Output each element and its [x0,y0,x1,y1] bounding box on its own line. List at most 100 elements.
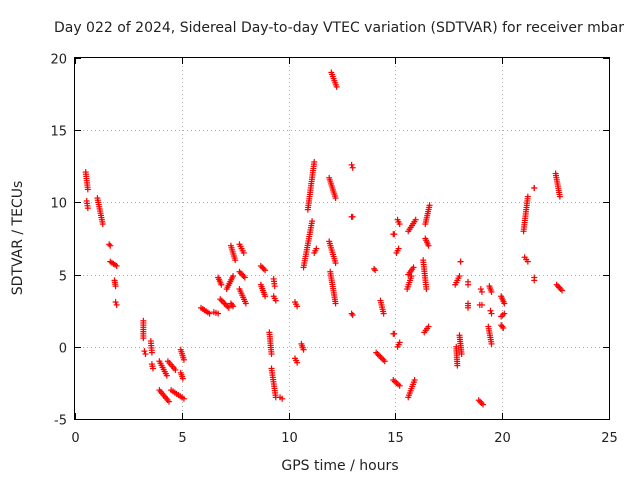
data-point [411,377,418,384]
data-point [376,352,383,359]
y-tick-label: 5 [59,270,67,285]
x-axis-label: GPS time / hours [281,458,398,474]
data-point [531,184,538,191]
data-point [456,273,463,280]
data-point [113,301,120,308]
data-point [215,310,222,317]
data-point [559,287,566,294]
data-point [311,158,318,165]
data-point [465,304,472,311]
data-point [230,273,237,280]
data-point [488,340,495,347]
data-point [259,264,266,271]
data-point [228,301,235,308]
data-point [377,353,384,360]
data-point [257,262,264,269]
data-point [84,205,91,212]
data-point [84,186,91,193]
data-point [230,303,237,310]
data-point [311,249,318,256]
data-point [172,366,179,373]
data-point [262,293,269,300]
data-point [380,310,387,317]
x-tick-label: 5 [178,431,186,446]
data-point [348,310,355,317]
data-point [348,161,355,168]
data-point [222,301,229,308]
data-point [391,330,398,337]
data-point [332,260,339,267]
data-point [380,356,387,363]
data-point [179,375,186,382]
data-point [141,348,148,355]
data-point [349,312,356,319]
data-point [396,339,403,346]
axis-ticks [75,58,610,420]
data-point [106,241,113,248]
data-point [99,221,106,228]
data-point [478,288,485,295]
data-point [224,303,231,310]
data-point [113,262,120,269]
data-point [478,400,485,407]
data-point [412,216,419,223]
data-point [501,300,508,307]
data-points [82,69,566,408]
data-point [478,301,485,308]
y-tick-label: -5 [54,414,67,429]
data-point [300,346,307,353]
y-tick-label: 15 [50,125,67,140]
data-point [333,83,340,90]
data-point [180,356,187,363]
y-axis-label: SDTVAR / TECUs [10,181,26,296]
plot-frame [74,57,610,420]
data-point [260,265,267,272]
y-tick-label: 10 [50,197,67,212]
data-point [372,267,379,274]
data-point [221,300,228,307]
data-point [408,273,415,280]
data-point [220,299,227,306]
data-point [180,395,187,402]
data-point [381,358,388,365]
data-point [140,335,147,342]
data-point [396,221,403,228]
y-tick-label: 0 [59,342,67,357]
chart-title: Day 022 of 2024, Sidereal Day-to-day VTE… [54,20,624,36]
data-point [458,351,465,358]
data-point [309,218,316,225]
data-point [240,249,247,256]
data-point [410,264,417,271]
data-point [142,351,149,358]
data-point [112,283,119,290]
data-point [423,286,430,293]
data-point [396,382,403,389]
data-point [425,323,432,330]
data-point [378,355,385,362]
data-point [242,300,249,307]
data-point [294,303,301,310]
data-point [241,274,248,281]
data-point [279,395,286,402]
x-tick-label: 20 [494,431,511,446]
data-point [488,288,495,295]
data-point [524,193,531,200]
data-point [332,300,339,307]
data-point [465,281,472,288]
data-point [148,349,155,356]
data-point [163,372,170,379]
data-point [477,398,484,405]
data-point [373,349,380,356]
x-tick-label: 25 [601,431,618,446]
data-point [218,297,225,304]
data-point [425,242,432,249]
y-tick-label: 20 [50,53,67,68]
data-point [374,351,381,358]
data-point [206,310,213,317]
data-point [426,202,433,209]
data-point [225,304,232,311]
data-point [112,299,119,306]
x-tick-label: 10 [281,431,298,446]
data-point [479,401,486,408]
